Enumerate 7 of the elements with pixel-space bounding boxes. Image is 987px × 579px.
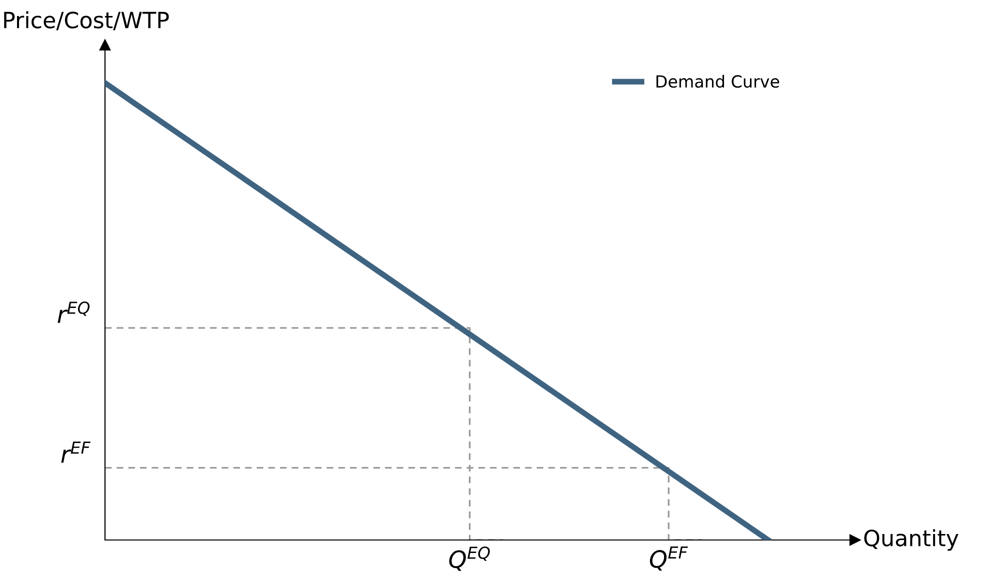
x-tick-label: Q$^{EQ}$ [449, 546, 490, 571]
annotation: r$^{EF}$ [61, 442, 90, 463]
legend-label: Demand Curve [656, 74, 780, 88]
x-axis-title: Quantity [864, 529, 958, 551]
x-tick-label: Q$^{EF}$ [650, 546, 688, 571]
y-axis-title: Price/Cost/WTP [4, 11, 169, 30]
annotation: r$^{EQ}$ [58, 302, 90, 323]
